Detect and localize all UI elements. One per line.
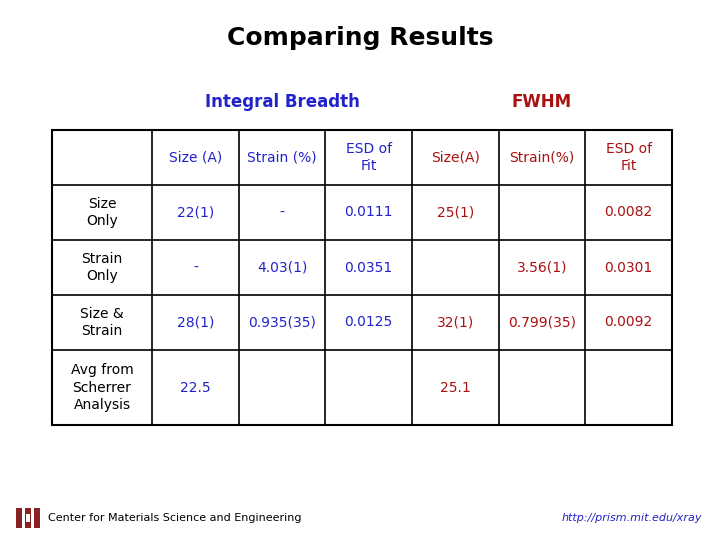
Text: 0.0092: 0.0092 — [605, 315, 653, 329]
Text: 22.5: 22.5 — [180, 381, 211, 395]
Text: Size (A): Size (A) — [168, 151, 222, 165]
Text: 0.799(35): 0.799(35) — [508, 315, 576, 329]
Bar — [26, 514, 30, 522]
Bar — [16, 508, 22, 528]
Text: 25(1): 25(1) — [437, 206, 474, 219]
Text: Strain(%): Strain(%) — [509, 151, 575, 165]
Text: Size(A): Size(A) — [431, 151, 480, 165]
Text: 4.03(1): 4.03(1) — [257, 260, 307, 274]
Text: -: - — [193, 260, 198, 274]
Text: Strain (%): Strain (%) — [247, 151, 317, 165]
Text: 0.0111: 0.0111 — [344, 206, 393, 219]
Text: Integral Breadth: Integral Breadth — [204, 93, 359, 111]
Text: 25.1: 25.1 — [440, 381, 471, 395]
Text: 22(1): 22(1) — [176, 206, 214, 219]
Text: 3.56(1): 3.56(1) — [517, 260, 567, 274]
Text: 0.0125: 0.0125 — [345, 315, 393, 329]
Text: -: - — [279, 206, 284, 219]
Text: 0.0301: 0.0301 — [605, 260, 653, 274]
Text: http://prism.mit.edu/xray: http://prism.mit.edu/xray — [562, 513, 702, 523]
Text: ESD of
Fit: ESD of Fit — [346, 142, 392, 173]
Text: Comparing Results: Comparing Results — [227, 26, 493, 50]
Text: Size
Only: Size Only — [86, 197, 118, 228]
Text: Center for Materials Science and Engineering: Center for Materials Science and Enginee… — [48, 513, 302, 523]
Text: 32(1): 32(1) — [437, 315, 474, 329]
Text: FWHM: FWHM — [512, 93, 572, 111]
Text: 0.0351: 0.0351 — [345, 260, 393, 274]
Text: Avg from
Scherrer
Analysis: Avg from Scherrer Analysis — [71, 363, 133, 412]
Text: ESD of
Fit: ESD of Fit — [606, 142, 652, 173]
Bar — [52, 130, 672, 425]
Bar — [25, 508, 31, 528]
Bar — [34, 508, 40, 528]
Text: Size &
Strain: Size & Strain — [80, 307, 124, 338]
Text: 0.935(35): 0.935(35) — [248, 315, 316, 329]
Text: 28(1): 28(1) — [176, 315, 214, 329]
Text: 0.0082: 0.0082 — [605, 206, 653, 219]
Text: Strain
Only: Strain Only — [81, 252, 122, 283]
